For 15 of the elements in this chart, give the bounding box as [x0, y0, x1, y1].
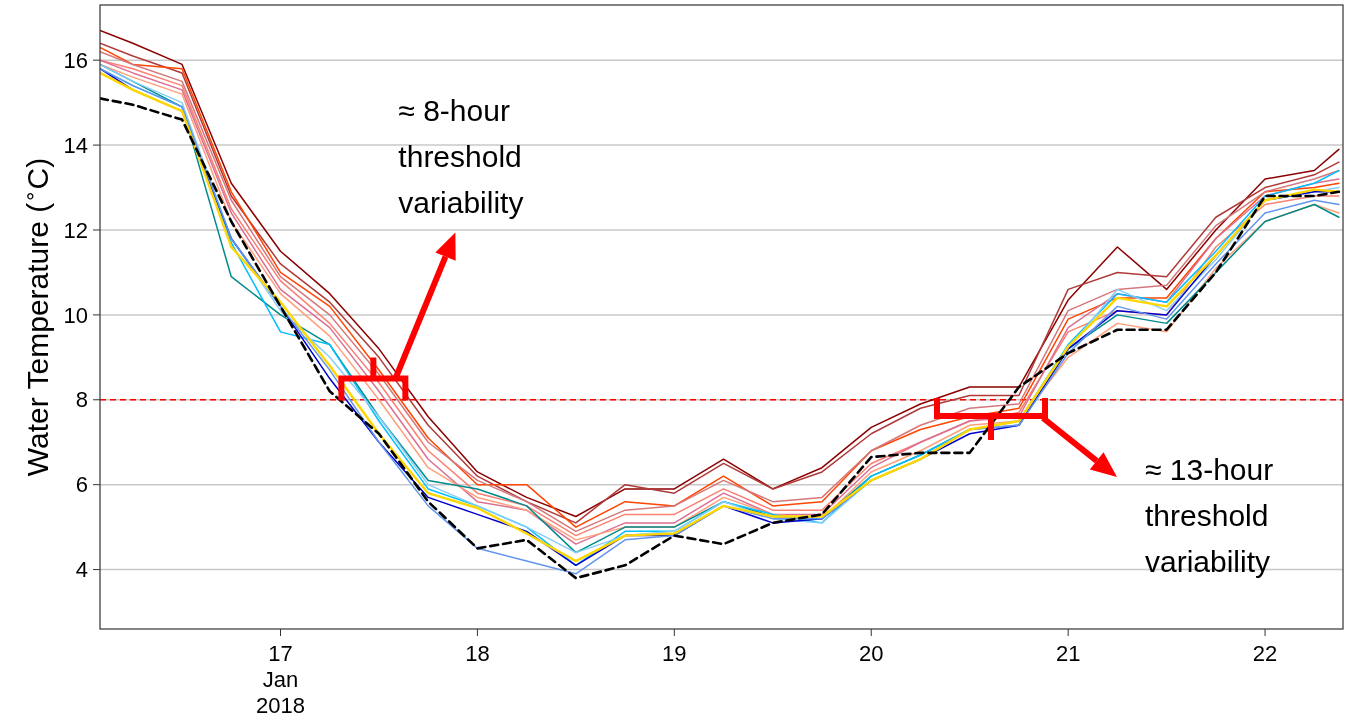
- y-tick-label: 8: [75, 387, 88, 413]
- x-tick-label: 17 Jan 2018: [256, 641, 305, 718]
- annotation: ≈ 8-hour threshold variability: [398, 93, 524, 219]
- x-tick-label: 21: [1055, 641, 1081, 666]
- x-tick-label: 20: [858, 641, 884, 666]
- y-tick-label: 4: [75, 557, 88, 583]
- y-tick-label: 16: [63, 47, 88, 73]
- x-tick-label: 18: [465, 641, 490, 666]
- x-tick-label: 19: [662, 641, 687, 666]
- annotation: ≈ 13-hour threshold variability: [1145, 453, 1274, 578]
- y-tick-label: 10: [63, 302, 88, 328]
- y-tick-label: 14: [63, 132, 88, 158]
- y-tick-label: 12: [63, 217, 88, 243]
- x-tick-label: 22: [1252, 641, 1278, 666]
- y-tick-label: 6: [75, 472, 88, 498]
